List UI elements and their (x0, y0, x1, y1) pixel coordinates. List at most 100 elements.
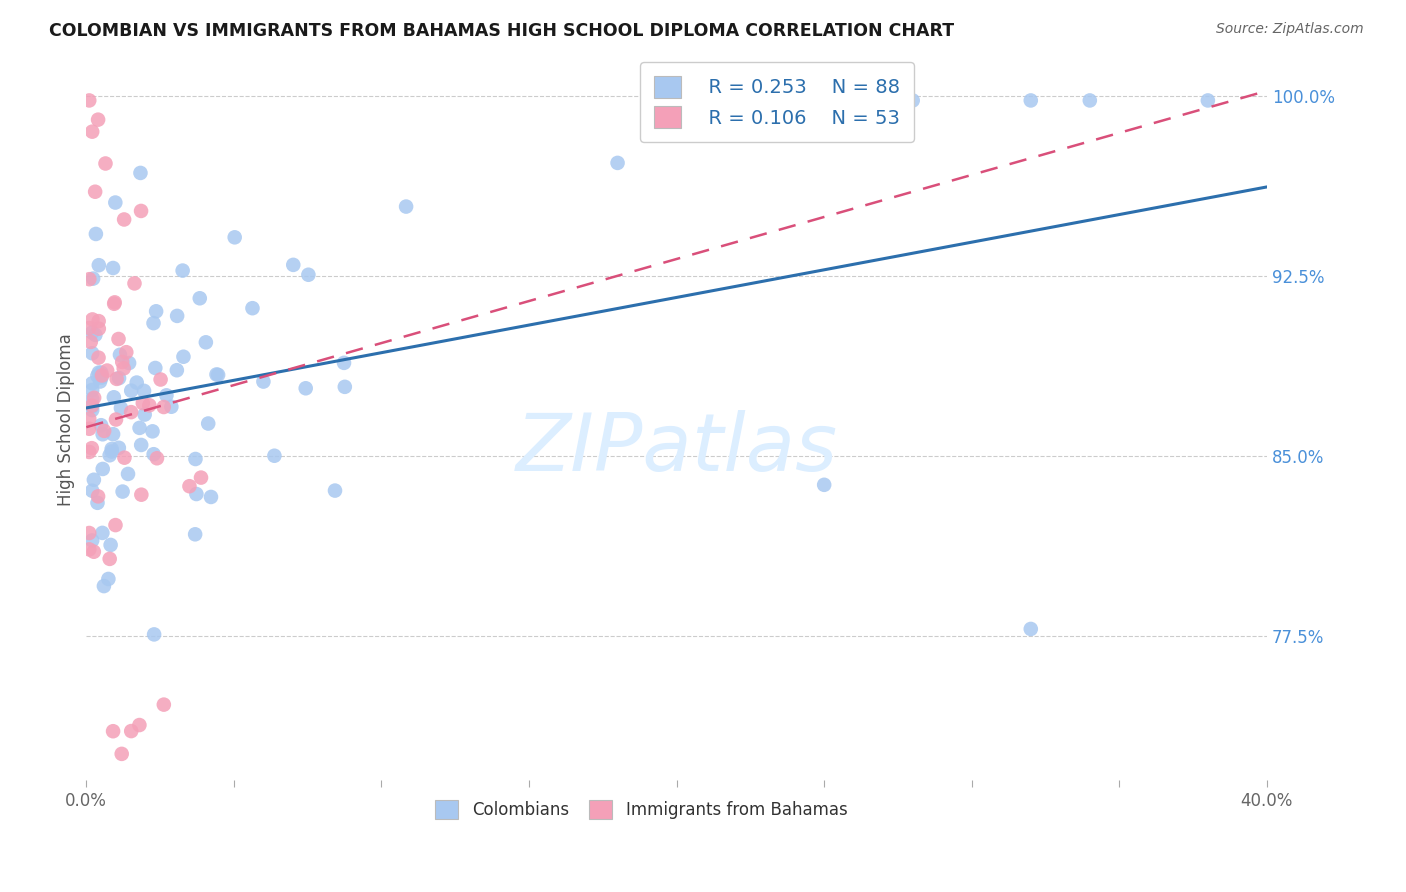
Point (724, 94, 747, 108)
Point (101, 427, 124, 442)
Point (153, 698, 176, 712)
Point (179, 479, 201, 493)
Point (1019, 622, 1042, 636)
Point (100, 442, 122, 456)
Point (143, 361, 166, 376)
Point (160, 400, 183, 414)
Point (90, 418, 112, 433)
Point (323, 483, 346, 498)
Point (1078, 94, 1101, 108)
Point (172, 263, 194, 277)
Point (103, 297, 125, 311)
Point (91, 462, 114, 476)
Point (104, 518, 127, 533)
Point (94, 156, 117, 170)
Point (115, 345, 138, 359)
Point (149, 372, 172, 386)
Point (112, 212, 135, 227)
Point (91, 368, 114, 383)
Point (79, 272, 101, 286)
Point (297, 268, 319, 282)
Point (142, 316, 165, 330)
Point (112, 361, 135, 376)
Point (190, 470, 212, 484)
Point (125, 376, 148, 390)
Point (98, 448, 121, 462)
Point (108, 441, 131, 455)
Point (82, 400, 104, 414)
Text: ZIPatlas: ZIPatlas (516, 409, 838, 488)
Point (82, 125, 104, 139)
Point (80, 399, 103, 413)
Point (142, 447, 165, 461)
Point (186, 487, 208, 501)
Point (129, 166, 152, 180)
Point (77, 542, 100, 557)
Point (143, 627, 166, 641)
Point (294, 381, 316, 395)
Point (77, 422, 100, 436)
Point (155, 388, 177, 402)
Point (87, 366, 110, 380)
Point (101, 444, 124, 458)
Text: COLOMBIAN VS IMMIGRANTS FROM BAHAMAS HIGH SCHOOL DIPLOMA CORRELATION CHART: COLOMBIAN VS IMMIGRANTS FROM BAHAMAS HIG… (49, 22, 955, 40)
Point (101, 724, 124, 739)
Point (283, 258, 305, 272)
Point (813, 478, 835, 492)
Point (93, 424, 115, 438)
Point (82, 312, 104, 326)
Point (100, 538, 122, 552)
Point (82, 346, 104, 360)
Point (82, 376, 104, 391)
Point (77, 321, 100, 335)
Point (207, 368, 229, 382)
Point (90, 370, 112, 384)
Point (395, 200, 418, 214)
Point (101, 260, 124, 275)
Point (97, 572, 120, 586)
Y-axis label: High School Diploma: High School Diploma (58, 334, 75, 507)
Point (110, 401, 132, 415)
Point (82, 403, 104, 417)
Point (107, 332, 129, 346)
Point (131, 488, 153, 502)
Point (82, 533, 104, 548)
Point (77, 94, 100, 108)
Text: Source: ZipAtlas.com: Source: ZipAtlas.com (1216, 22, 1364, 37)
Point (96, 363, 118, 377)
Point (77, 411, 100, 425)
Point (145, 304, 167, 318)
Point (118, 356, 141, 370)
Point (84, 327, 107, 342)
Point (91, 427, 114, 442)
Point (87, 112, 110, 127)
Point (129, 438, 152, 452)
Point (90, 366, 112, 380)
Point (129, 203, 152, 218)
Point (108, 371, 131, 385)
Point (84, 185, 107, 199)
Point (120, 724, 142, 739)
Point (91, 525, 114, 540)
Point (104, 195, 127, 210)
Point (132, 384, 155, 398)
Point (197, 417, 219, 431)
Point (172, 350, 194, 364)
Point (224, 230, 246, 244)
Point (184, 527, 207, 541)
Point (117, 467, 139, 481)
Point (82, 392, 104, 406)
Point (200, 490, 222, 504)
Point (83, 473, 105, 487)
Point (263, 449, 285, 463)
Point (128, 718, 150, 732)
Point (87, 314, 110, 328)
Legend: Colombians, Immigrants from Bahamas: Colombians, Immigrants from Bahamas (429, 794, 853, 826)
Point (146, 451, 169, 466)
Point (901, 94, 924, 108)
Point (134, 408, 156, 422)
Point (89, 375, 111, 389)
Point (128, 421, 150, 435)
Point (152, 400, 174, 414)
Point (188, 291, 211, 305)
